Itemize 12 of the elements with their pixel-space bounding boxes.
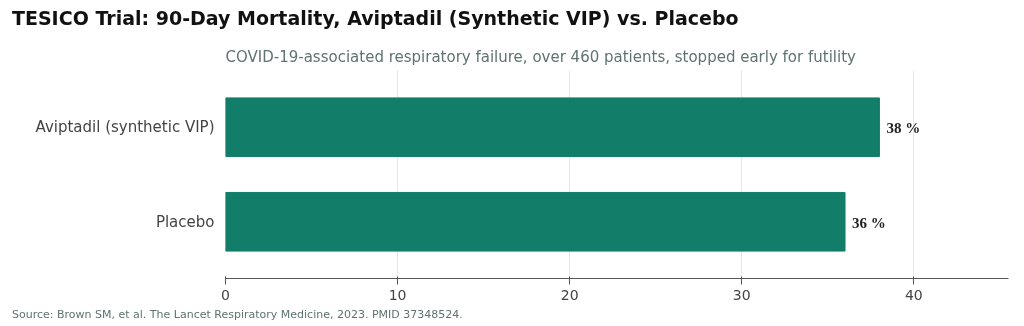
x-tick-label: 10 [388, 286, 407, 303]
data-label: 38 % [886, 120, 921, 137]
x-tick-label: 30 [732, 286, 751, 303]
x-tick-label: 20 [560, 286, 579, 303]
chart-subtitle: COVID-19-associated respiratory failure, over 460 patients, stopped early for futility [225, 47, 857, 66]
source-note: Source: Brown SM, et al. The Lancet Respiratory Medicine, 2023. PMID 37348524. [12, 307, 463, 323]
x-tick-label: 40 [904, 286, 923, 303]
y-tick-label: Placebo [155, 212, 215, 231]
data-label: 36 % [852, 214, 886, 231]
x-tick-label: 0 [221, 286, 230, 303]
chart-title: TESICO Trial: 90-Day Mortality, Aviptadil (Synthetic VIP) vs. Placebo [12, 6, 739, 31]
y-tick-label: Aviptadil (synthetic VIP) [35, 118, 215, 137]
